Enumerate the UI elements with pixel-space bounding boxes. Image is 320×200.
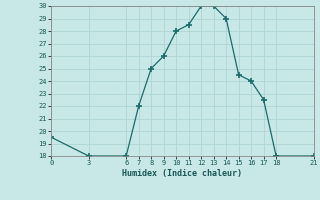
X-axis label: Humidex (Indice chaleur): Humidex (Indice chaleur) bbox=[123, 169, 243, 178]
